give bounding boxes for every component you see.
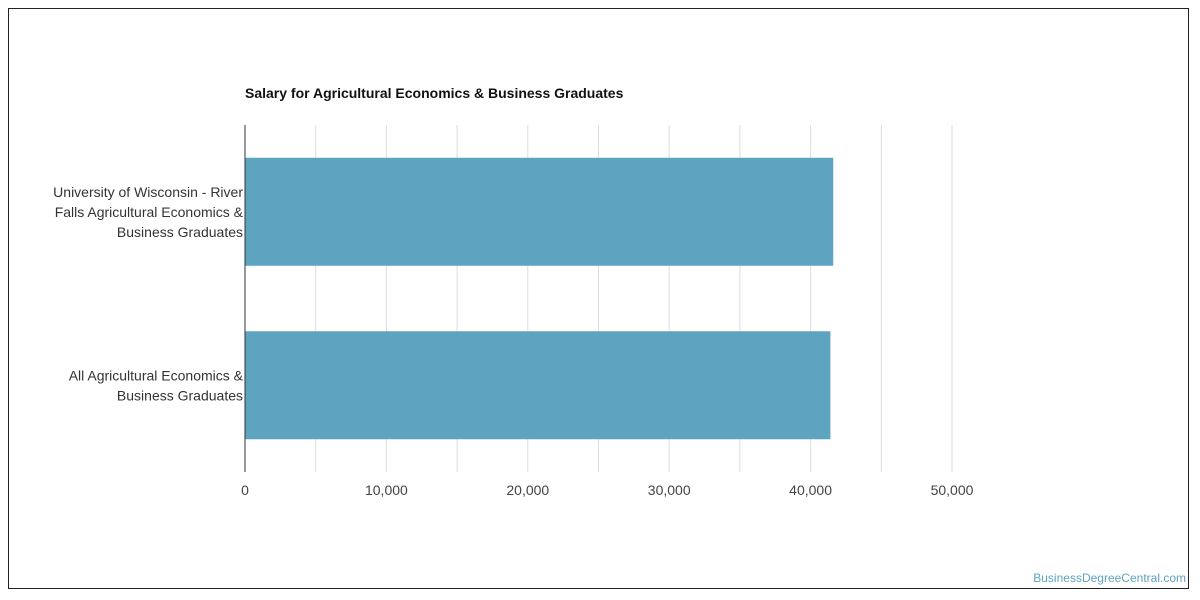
x-tick-label: 50,000 [931, 482, 974, 498]
bars [245, 157, 834, 440]
x-tick-label: 30,000 [648, 482, 691, 498]
category-label: University of Wisconsin - River Falls Agr… [53, 184, 243, 240]
bar [245, 331, 831, 440]
chart-title: Salary for Agricultural Economics & Busi… [245, 85, 624, 101]
bar [245, 157, 834, 266]
x-tick-labels: 0 10,000 20,000 30,000 40,000 50,000 [241, 482, 974, 498]
x-tick-label: 10,000 [365, 482, 408, 498]
x-tick-label: 0 [241, 482, 249, 498]
x-tick-label: 20,000 [506, 482, 549, 498]
x-tick-label: 40,000 [789, 482, 832, 498]
category-labels: University of Wisconsin - River Falls Agr… [53, 184, 243, 404]
category-label: All Agricultural Economics & Business Gra… [69, 367, 244, 403]
watermark: BusinessDegreeCentral.com [1033, 571, 1186, 585]
